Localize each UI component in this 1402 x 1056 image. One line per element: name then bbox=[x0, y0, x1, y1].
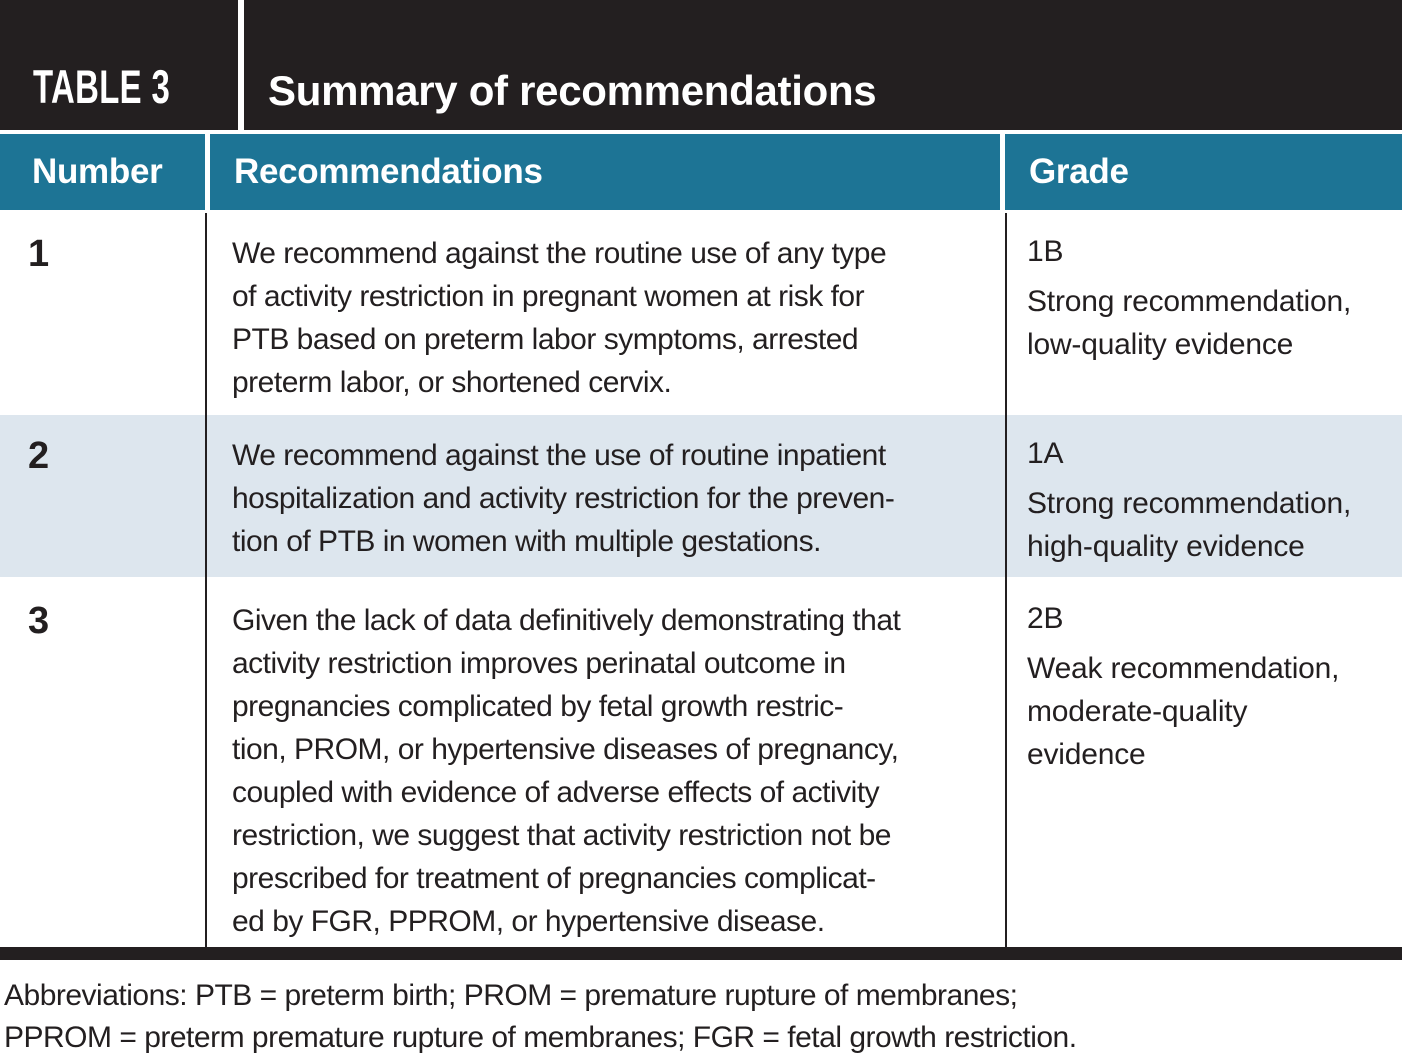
row-recommendation: Given the lack of data definitively demo… bbox=[232, 604, 901, 938]
grade-code: 2B bbox=[1027, 602, 1064, 635]
bottom-rule bbox=[0, 947, 1402, 960]
column-header-grade: Grade bbox=[1005, 134, 1402, 210]
grade-description: Weak recommendation, moderate-quality ev… bbox=[1027, 652, 1340, 771]
grade-code: 1A bbox=[1027, 437, 1064, 470]
grade-description: Strong recommendation, low-quality evide… bbox=[1027, 285, 1352, 361]
grade-description: Strong recommendation, high-quality evid… bbox=[1027, 487, 1352, 563]
column-divider bbox=[205, 213, 207, 947]
row-grade: 2B Weak recommendation, moderate-quality… bbox=[1007, 580, 1402, 944]
abbreviations-footnote: Abbreviations: PTB = preterm birth; PROM… bbox=[4, 979, 1077, 1054]
table-body: 1 We recommend against the routine use o… bbox=[0, 213, 1402, 947]
column-header-recommendations: Recommendations bbox=[210, 134, 1000, 210]
row-recommendation: We recommend against the use of routine … bbox=[232, 439, 895, 558]
row-recommendation: We recommend against the routine use of … bbox=[232, 237, 887, 399]
table-row: 3 Given the lack of data definitively de… bbox=[0, 580, 1402, 944]
table-header-bar: TABLE 3 Summary of recommendations bbox=[0, 0, 1402, 130]
row-number: 2 bbox=[28, 435, 49, 477]
column-header-number: Number bbox=[0, 134, 205, 210]
column-divider bbox=[1005, 213, 1007, 947]
row-grade: 1A Strong recommendation, high-quality e… bbox=[1007, 415, 1402, 577]
table-tag-cell: TABLE 3 bbox=[0, 0, 238, 130]
grade-code: 1B bbox=[1027, 235, 1064, 268]
row-grade: 1B Strong recommendation, low-quality ev… bbox=[1007, 213, 1402, 411]
table-tag: TABLE 3 bbox=[33, 60, 171, 113]
row-number: 1 bbox=[28, 233, 49, 275]
column-header-row: Number Recommendations Grade bbox=[0, 134, 1402, 210]
row-number: 3 bbox=[28, 600, 49, 642]
table-row: 1 We recommend against the routine use o… bbox=[0, 213, 1402, 411]
table-title-cell: Summary of recommendations bbox=[244, 0, 1402, 130]
table-title: Summary of recommendations bbox=[268, 67, 877, 114]
table-row: 2 We recommend against the use of routin… bbox=[0, 415, 1402, 577]
